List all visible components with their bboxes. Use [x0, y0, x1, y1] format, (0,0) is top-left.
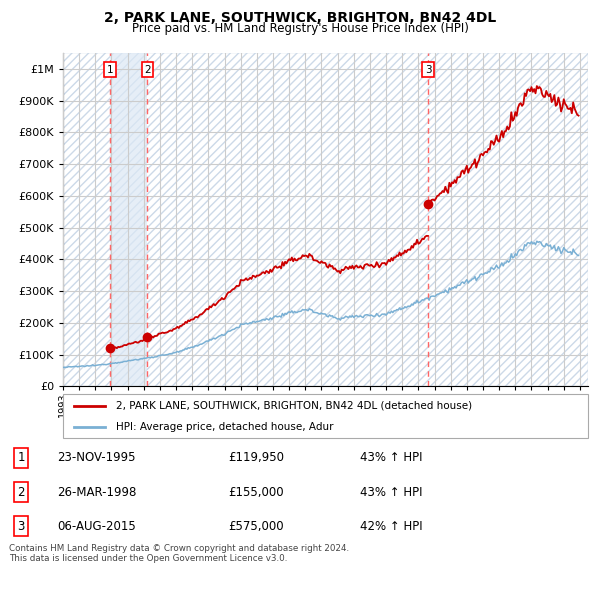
Text: Price paid vs. HM Land Registry's House Price Index (HPI): Price paid vs. HM Land Registry's House … — [131, 22, 469, 35]
Text: 1: 1 — [17, 451, 25, 464]
Text: £119,950: £119,950 — [228, 451, 284, 464]
Text: 2, PARK LANE, SOUTHWICK, BRIGHTON, BN42 4DL (detached house): 2, PARK LANE, SOUTHWICK, BRIGHTON, BN42 … — [115, 401, 472, 411]
Text: 43% ↑ HPI: 43% ↑ HPI — [360, 486, 422, 499]
Text: 3: 3 — [425, 65, 431, 75]
Text: 42% ↑ HPI: 42% ↑ HPI — [360, 520, 422, 533]
Text: 2: 2 — [17, 486, 25, 499]
Text: 26-MAR-1998: 26-MAR-1998 — [57, 486, 136, 499]
Text: 3: 3 — [17, 520, 25, 533]
Text: 43% ↑ HPI: 43% ↑ HPI — [360, 451, 422, 464]
Text: 2: 2 — [144, 65, 151, 75]
Text: Contains HM Land Registry data © Crown copyright and database right 2024.: Contains HM Land Registry data © Crown c… — [9, 544, 349, 553]
Bar — [110, 53, 148, 386]
Text: 23-NOV-1995: 23-NOV-1995 — [57, 451, 136, 464]
Text: £575,000: £575,000 — [228, 520, 284, 533]
Text: HPI: Average price, detached house, Adur: HPI: Average price, detached house, Adur — [115, 422, 333, 432]
Text: 06-AUG-2015: 06-AUG-2015 — [57, 520, 136, 533]
FancyBboxPatch shape — [63, 394, 588, 438]
Text: This data is licensed under the Open Government Licence v3.0.: This data is licensed under the Open Gov… — [9, 553, 287, 563]
Text: 2, PARK LANE, SOUTHWICK, BRIGHTON, BN42 4DL: 2, PARK LANE, SOUTHWICK, BRIGHTON, BN42 … — [104, 11, 496, 25]
Text: £155,000: £155,000 — [228, 486, 284, 499]
Text: 1: 1 — [107, 65, 113, 75]
